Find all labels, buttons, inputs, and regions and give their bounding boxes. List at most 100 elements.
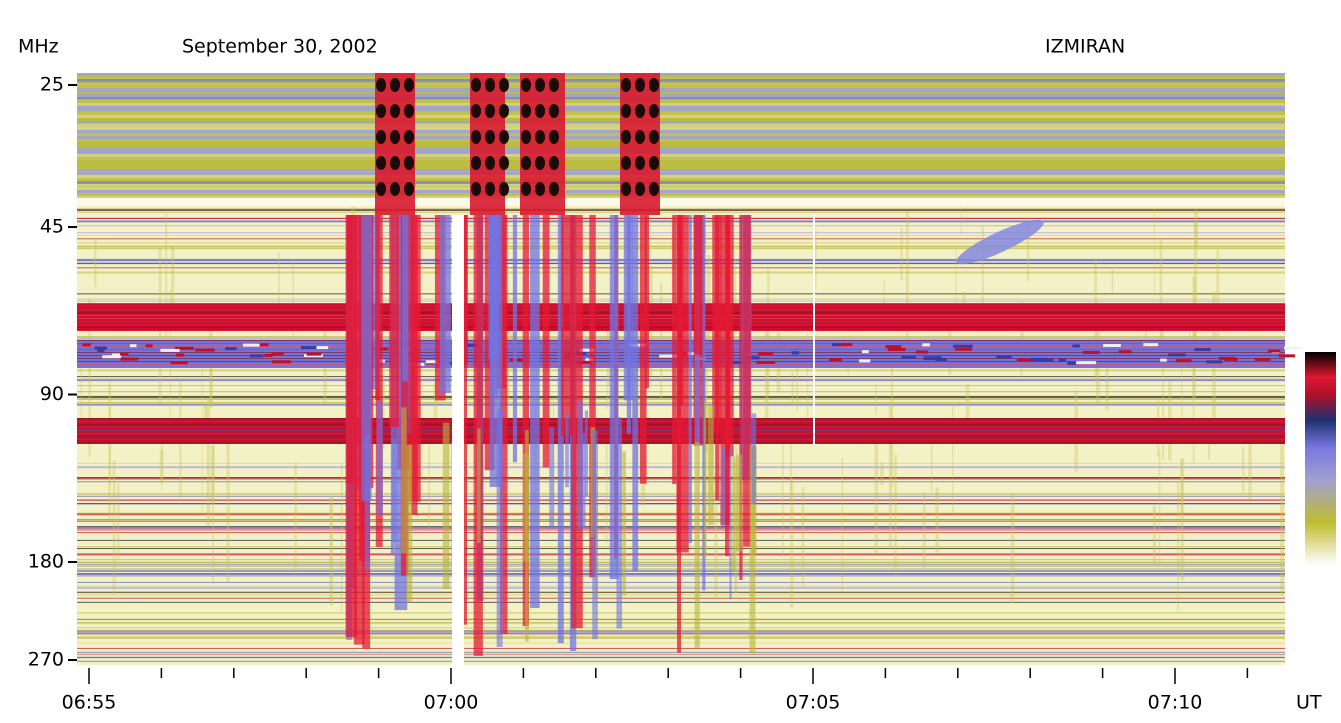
burst-core xyxy=(485,78,495,92)
low-band-stripe xyxy=(77,145,1285,149)
olive-streak xyxy=(1160,312,1164,364)
olive-streak xyxy=(1111,266,1114,293)
burst-core xyxy=(549,156,559,170)
burst-core xyxy=(535,104,545,118)
olive-streak xyxy=(1193,222,1197,362)
low-band-stripe xyxy=(77,85,1285,89)
band-dash xyxy=(145,344,153,348)
y-tick-label: 25 xyxy=(40,74,64,96)
burst-core xyxy=(549,104,559,118)
olive-streak xyxy=(875,383,877,415)
burst-core xyxy=(621,78,631,92)
burst-tail xyxy=(477,428,481,544)
interference-line xyxy=(77,656,1285,658)
burst-stripe xyxy=(402,215,409,382)
olive-streak xyxy=(161,426,163,489)
olive-streak xyxy=(605,421,608,544)
burst-core xyxy=(471,130,481,144)
burst-stripe xyxy=(499,215,508,634)
low-band-stripe xyxy=(77,82,1285,85)
burst-tail xyxy=(721,447,726,527)
band-dash xyxy=(425,360,438,364)
band-dash xyxy=(1118,350,1132,354)
burst-core xyxy=(471,78,481,92)
burst-core xyxy=(521,156,531,170)
olive-streak xyxy=(764,330,769,437)
band-dash xyxy=(225,347,237,351)
band-dash xyxy=(301,346,317,350)
band-dash xyxy=(1284,346,1302,350)
olive-streak xyxy=(1177,480,1179,611)
olive-streak xyxy=(428,430,431,533)
low-band-stripe xyxy=(77,106,1285,110)
olive-streak xyxy=(1158,451,1161,565)
burst-tail xyxy=(622,451,626,596)
low-band-stripe xyxy=(77,148,1285,152)
burst-tail xyxy=(704,401,707,559)
burst-core xyxy=(535,130,545,144)
band-dash xyxy=(887,348,906,352)
band-dash xyxy=(1037,358,1054,362)
olive-streak xyxy=(226,433,230,583)
burst-stripe xyxy=(557,215,564,644)
burst-core xyxy=(521,78,531,92)
band-dash xyxy=(195,348,215,352)
low-band-stripe xyxy=(77,157,1285,160)
y-tick-label: 90 xyxy=(40,383,64,405)
band-dash xyxy=(861,350,869,354)
burst-core xyxy=(471,104,481,118)
burst-stripe xyxy=(694,215,703,355)
low-band-stripe xyxy=(77,136,1285,140)
olive-streak xyxy=(900,228,903,280)
burst-stripe xyxy=(632,215,639,572)
olive-streak xyxy=(112,460,116,596)
burst-core xyxy=(635,130,645,144)
band-dash xyxy=(94,346,108,350)
x-axis-label: UT xyxy=(1296,692,1322,714)
band-dash xyxy=(1072,344,1080,348)
olive-streak xyxy=(888,402,893,547)
burst-tail xyxy=(364,435,370,571)
low-band-stripe xyxy=(77,97,1285,100)
burst-tail xyxy=(392,438,397,543)
olive-streak xyxy=(212,445,215,584)
burst-tail xyxy=(735,454,742,552)
burst-core xyxy=(485,182,495,196)
band-dash xyxy=(1176,359,1192,363)
olive-streak xyxy=(1162,335,1165,461)
olive-streak xyxy=(1242,446,1245,494)
band-dash xyxy=(112,353,122,357)
olive-streak xyxy=(1153,209,1155,296)
olive-streak xyxy=(80,362,82,435)
burst-core xyxy=(390,156,400,170)
olive-streak xyxy=(1159,239,1163,343)
low-band-stripe xyxy=(77,121,1285,124)
olive-streak xyxy=(1020,302,1023,377)
burst-stripe xyxy=(626,215,632,434)
band-dash xyxy=(955,347,972,351)
burst-core xyxy=(499,78,509,92)
olive-streak xyxy=(806,332,809,427)
olive-streak xyxy=(1194,209,1199,247)
olive-streak xyxy=(796,351,799,411)
olive-streak xyxy=(1152,505,1157,567)
burst-core xyxy=(499,156,509,170)
band-gap xyxy=(77,198,1285,206)
burst-stripe xyxy=(609,215,619,580)
band-dash xyxy=(120,357,139,361)
olive-streak xyxy=(960,206,962,236)
olive-streak xyxy=(801,486,805,587)
olive-streak xyxy=(159,449,164,484)
burst-core xyxy=(621,104,631,118)
x-tick-label: 07:00 xyxy=(424,692,479,714)
low-band-stripe xyxy=(77,196,1285,199)
low-band-stripe xyxy=(77,115,1285,118)
olive-streak xyxy=(841,457,844,592)
band-dash xyxy=(176,353,185,357)
olive-streak xyxy=(935,487,940,553)
low-band-stripe xyxy=(77,178,1285,182)
olive-streak xyxy=(1010,493,1015,604)
burst-core xyxy=(549,130,559,144)
burst-core xyxy=(499,130,509,144)
band-dash xyxy=(659,354,677,358)
